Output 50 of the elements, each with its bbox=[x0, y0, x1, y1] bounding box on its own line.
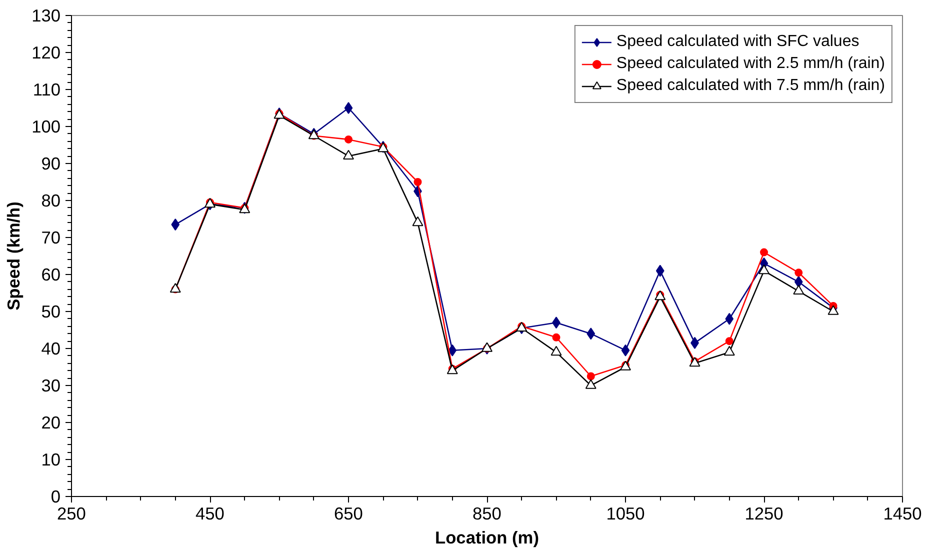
y-tick-label: 60 bbox=[41, 264, 61, 284]
point bbox=[414, 178, 422, 186]
y-tick-label: 30 bbox=[41, 376, 61, 396]
y-tick-label: 50 bbox=[41, 302, 61, 322]
y-tick-label: 20 bbox=[41, 412, 61, 432]
point bbox=[448, 344, 457, 356]
y-tick-label: 0 bbox=[50, 486, 61, 506]
y-tick-label: 110 bbox=[32, 80, 61, 100]
point bbox=[724, 346, 735, 356]
point bbox=[412, 216, 424, 226]
point bbox=[758, 264, 770, 274]
point bbox=[793, 284, 804, 295]
x-tick-label: 1050 bbox=[606, 504, 645, 524]
y-axis-title: Speed (km/h) bbox=[4, 202, 24, 310]
point bbox=[550, 346, 562, 356]
point bbox=[760, 248, 768, 256]
point bbox=[552, 333, 560, 342]
point bbox=[344, 102, 353, 114]
y-tick-label: 120 bbox=[32, 42, 61, 62]
point bbox=[343, 150, 354, 160]
y-tick-label: 100 bbox=[32, 116, 61, 136]
point bbox=[586, 328, 596, 340]
x-tick-label: 250 bbox=[57, 504, 86, 524]
point bbox=[725, 312, 734, 325]
point bbox=[794, 268, 803, 277]
y-tick-label: 40 bbox=[41, 338, 61, 358]
y-tick-label: 130 bbox=[32, 6, 61, 26]
point bbox=[794, 276, 803, 288]
legend-label: Speed calculated with 7.5 mm/h (rain) bbox=[616, 77, 885, 95]
point bbox=[344, 135, 352, 144]
y-tick-label: 70 bbox=[41, 228, 61, 248]
x-tick-label: 650 bbox=[334, 504, 363, 524]
point bbox=[725, 337, 734, 346]
y-tick-label: 80 bbox=[41, 190, 61, 210]
x-tick-label: 1450 bbox=[883, 504, 922, 524]
legend-label: Speed calculated with SFC values bbox=[616, 33, 860, 51]
x-tick-label: 850 bbox=[472, 504, 502, 524]
point bbox=[828, 305, 839, 315]
x-tick-label: 450 bbox=[196, 504, 224, 524]
point bbox=[585, 379, 596, 389]
point bbox=[656, 264, 664, 277]
x-axis-title: Location (m) bbox=[435, 528, 539, 548]
point bbox=[482, 342, 492, 352]
point bbox=[621, 344, 630, 356]
y-tick-label: 90 bbox=[41, 154, 61, 174]
y-tick-label: 10 bbox=[41, 450, 61, 470]
point bbox=[171, 218, 180, 231]
point bbox=[586, 372, 595, 380]
legend-label: Speed calculated with 2.5 mm/h (rain) bbox=[616, 55, 885, 73]
x-tick-label: 1250 bbox=[744, 504, 784, 524]
